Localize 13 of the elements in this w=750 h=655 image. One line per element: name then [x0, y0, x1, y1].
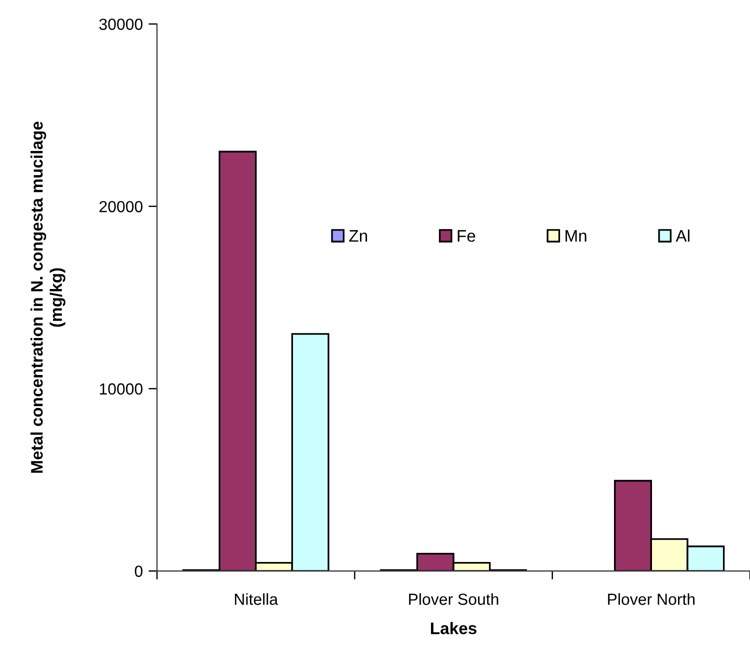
y-tick-label: 10000 — [100, 383, 142, 395]
y-axis-title: Metal concentration in N. congesta mucilage (mg/kg) — [30, 122, 66, 473]
legend-label: Zn — [349, 230, 368, 242]
x-tick-label: Plover South — [409, 593, 498, 605]
y-tick-label: 20000 — [100, 200, 142, 212]
y-tick-label: 30000 — [99, 18, 142, 30]
y-tick-label: 0 — [134, 566, 142, 577]
x-tick-label: Nitella — [234, 593, 278, 605]
legend-label: Al — [676, 230, 690, 242]
legend-label: Mn — [566, 230, 586, 242]
x-tick-label: Plover North — [608, 593, 695, 605]
x-axis-title: Lakes — [430, 622, 476, 634]
legend-label: Fe — [458, 230, 476, 242]
